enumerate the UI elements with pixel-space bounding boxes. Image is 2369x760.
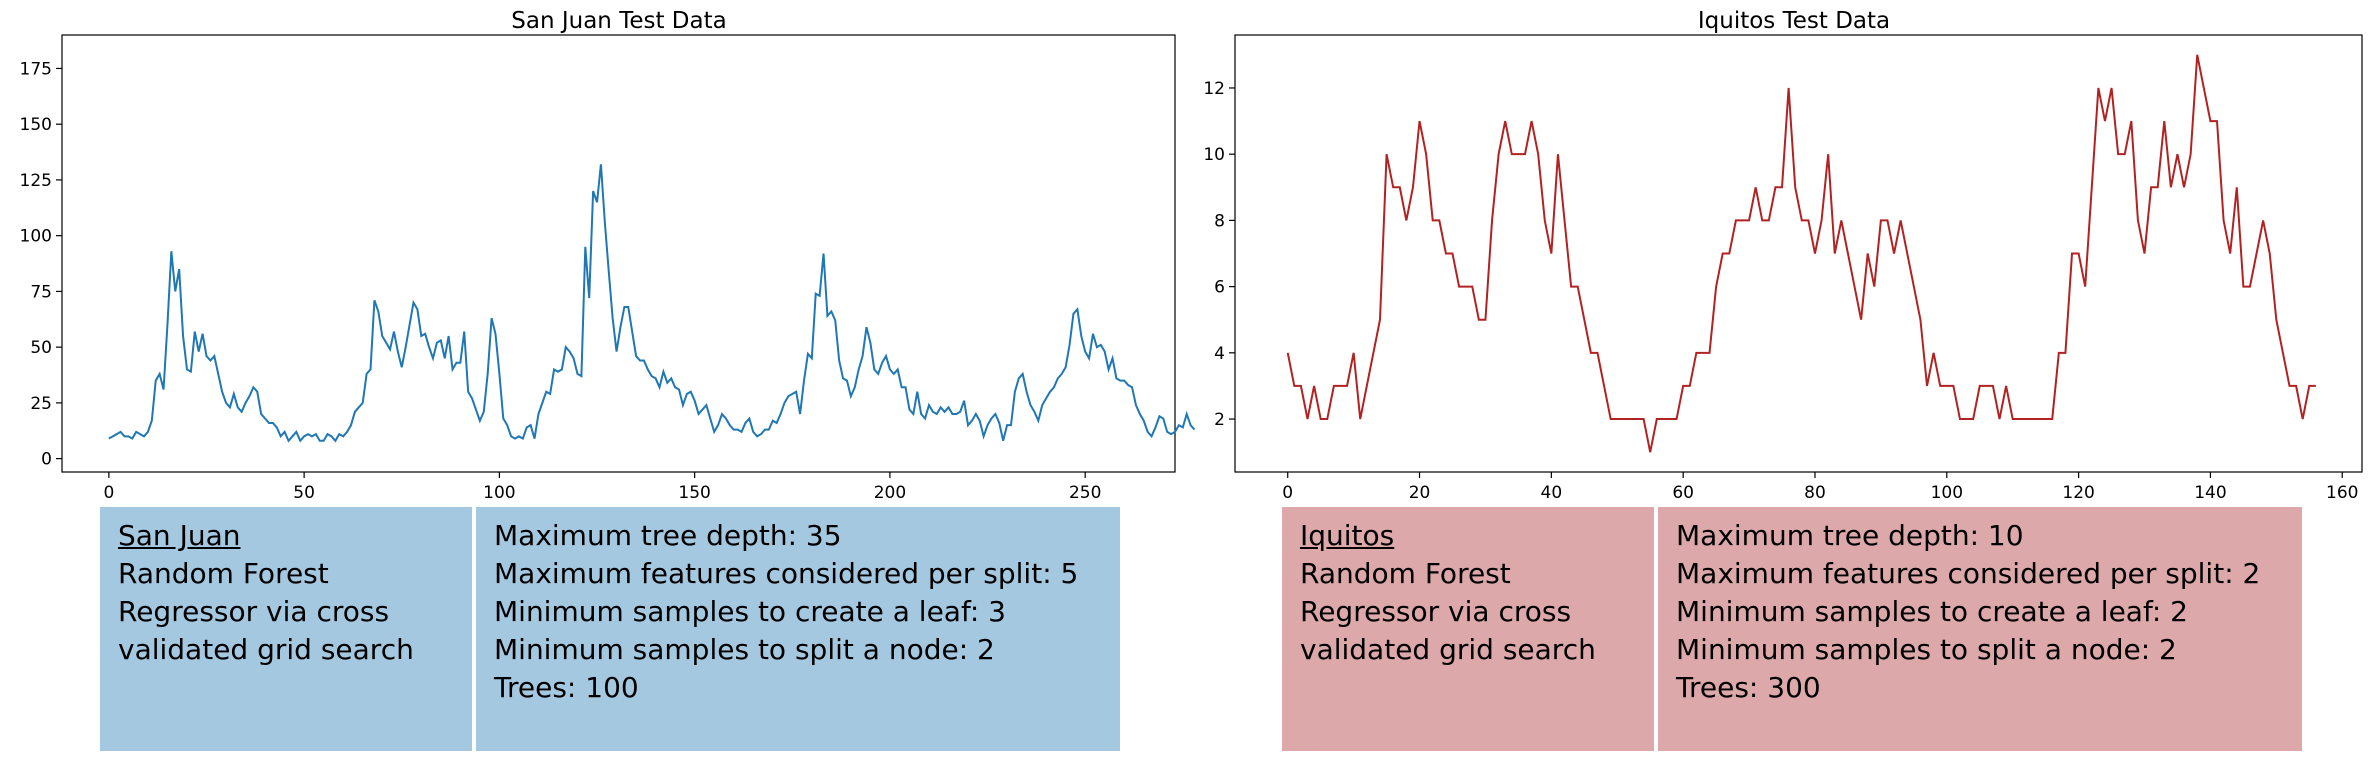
- param-trees: Trees: 100: [494, 671, 639, 704]
- chart-title-san-juan: San Juan Test Data: [511, 8, 726, 34]
- x-tick-label: 40: [1541, 483, 1563, 503]
- param-min-samples-split: Minimum samples to split a node: 2: [1676, 633, 2177, 666]
- chart-iquitos: Iquitos Test Data 0 20 40 60 80 100 120 140 160 2…: [1203, 8, 2363, 503]
- y-tick-label: 175: [20, 59, 52, 79]
- x-tick-label: 50: [293, 483, 315, 503]
- param-max-depth: Maximum tree depth: 10: [1676, 519, 2024, 552]
- y-tick-label: 12: [1203, 79, 1225, 99]
- plot-frame-iquitos: [1234, 34, 2363, 473]
- x-tick-label: 160: [2326, 483, 2358, 503]
- model-description-san-juan: San Juan Random Forest Regressor via cro…: [100, 507, 472, 751]
- param-max-features: Maximum features considered per split: 5: [494, 557, 1079, 590]
- x-tick-label: 250: [1069, 483, 1101, 503]
- param-max-features: Maximum features considered per split: 2: [1676, 557, 2261, 590]
- axis-ticks-iquitos: 0 20 40 60 80 100 120 140 160 2 4 6 8 10 12: [1203, 79, 2358, 503]
- y-tick-label: 2: [1214, 410, 1225, 430]
- model-name-iquitos: Iquitos: [1300, 519, 1395, 552]
- chart-title-iquitos: Iquitos Test Data: [1698, 8, 1890, 34]
- x-tick-label: 100: [1931, 483, 1963, 503]
- x-tick-label: 0: [103, 483, 114, 503]
- y-tick-label: 25: [30, 394, 52, 414]
- x-tick-label: 20: [1409, 483, 1431, 503]
- x-tick-label: 80: [1804, 483, 1826, 503]
- x-tick-label: 120: [2062, 483, 2094, 503]
- param-trees: Trees: 300: [1676, 671, 1821, 704]
- chart-san-juan: San Juan Test Data 0 50 100 150 200 250 0 25 50 7…: [20, 8, 1196, 503]
- y-tick-label: 150: [20, 115, 52, 135]
- x-tick-label: 100: [483, 483, 515, 503]
- x-tick-label: 0: [1282, 483, 1293, 503]
- param-min-samples-split: Minimum samples to split a node: 2: [494, 633, 995, 666]
- y-tick-label: 10: [1203, 145, 1225, 165]
- y-tick-label: 8: [1214, 211, 1225, 231]
- y-tick-label: 100: [20, 227, 52, 247]
- x-tick-label: 60: [1672, 483, 1694, 503]
- y-tick-label: 75: [30, 282, 52, 302]
- plot-frame-san-juan: [61, 34, 1176, 473]
- y-tick-label: 50: [30, 338, 52, 358]
- model-description-text: Random Forest Regressor via cross valida…: [1300, 557, 1596, 666]
- param-min-samples-leaf: Minimum samples to create a leaf: 2: [1676, 595, 2188, 628]
- model-description-text: Random Forest Regressor via cross valida…: [118, 557, 414, 666]
- param-min-samples-leaf: Minimum samples to create a leaf: 3: [494, 595, 1006, 628]
- axis-ticks-san-juan: 0 50 100 150 200 250 0 25 50 75 100 125 150 175: [20, 59, 1102, 503]
- model-params-iquitos: Maximum tree depth: 10 Maximum features …: [1658, 507, 2302, 751]
- y-tick-label: 4: [1214, 344, 1225, 364]
- model-params-san-juan: Maximum tree depth: 35 Maximum features …: [476, 507, 1120, 751]
- series-line-san-juan: [108, 164, 1196, 443]
- series-line-iquitos: [1286, 54, 2316, 453]
- model-name-san-juan: San Juan: [118, 519, 241, 552]
- charts-canvas: San Juan Test Data 0 50 100 150 200 250025507…: [20, 8, 2363, 503]
- x-tick-label: 150: [678, 483, 710, 503]
- x-tick-label: 140: [2194, 483, 2226, 503]
- param-max-depth: Maximum tree depth: 35: [494, 519, 842, 552]
- y-tick-label: 6: [1214, 278, 1225, 298]
- y-tick-label: 0: [41, 450, 52, 470]
- model-info-san-juan: San Juan Random Forest Regressor via cro…: [100, 507, 1120, 751]
- x-tick-label: 200: [874, 483, 906, 503]
- model-info-iquitos: Iquitos Random Forest Regressor via cros…: [1282, 507, 2302, 751]
- model-description-iquitos: Iquitos Random Forest Regressor via cros…: [1282, 507, 1654, 751]
- y-tick-label: 125: [20, 171, 52, 191]
